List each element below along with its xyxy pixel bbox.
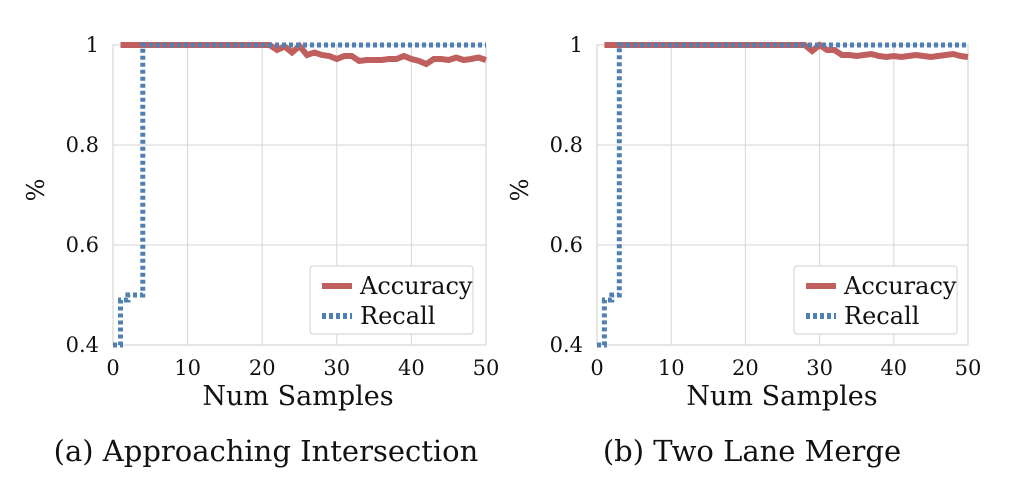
x-tick-label: 30 [806,356,833,380]
x-tick-label: 20 [732,356,759,380]
legend-label-recall: Recall [844,302,919,330]
y-tick-label: 0.8 [66,133,99,157]
legend-label-accuracy: Accuracy [843,272,957,300]
x-tick-labels: 0 10 20 30 40 50 [106,356,499,380]
x-tick-label: 40 [880,356,907,380]
legend-label-accuracy: Accuracy [359,272,473,300]
y-tick-label: 1 [86,33,99,57]
caption: (a) Approaching Intersection [54,434,479,468]
y-tick-label: 0.6 [550,233,583,257]
x-tick-label: 30 [323,356,350,380]
y-tick-label: 0.6 [66,233,99,257]
caption: (b) Two Lane Merge [603,434,901,468]
series-line-accuracy [604,41,969,61]
y-tick-label: 0.4 [550,333,583,357]
legend-label-recall: Recall [360,302,435,330]
y-tick-label: 0.8 [550,133,583,157]
x-tick-label: 50 [473,356,500,380]
x-axis-label: Num Samples [686,381,877,412]
x-tick-label: 10 [174,356,201,380]
legend: Accuracy Recall [309,265,474,335]
x-tick-label: 20 [249,356,276,380]
y-tick-labels: 0.4 0.6 0.8 1 [66,33,99,357]
x-tick-label: 0 [590,356,603,380]
series-line-recall [597,42,968,348]
y-tick-labels: 0.4 0.6 0.8 1 [550,33,583,357]
series-line-recall [113,42,486,348]
panel-approaching-intersection: 0.4 0.6 0.8 1 0 10 20 30 40 50 % Num Samples Acc… [22,33,499,468]
x-tick-label: 50 [955,356,982,380]
y-axis-label: % [22,179,50,202]
series-line-accuracy [120,41,487,68]
x-tick-labels: 0 10 20 30 40 50 [590,356,981,380]
y-tick-label: 0.4 [66,333,99,357]
y-axis-label: % [506,179,534,202]
series [597,41,969,348]
panel-two-lane-merge: 0.4 0.6 0.8 1 0 10 20 30 40 50 % Num Samples Acc… [506,33,981,468]
series [113,41,487,348]
x-axis-label: Num Samples [202,381,393,412]
y-tick-label: 1 [570,33,583,57]
legend: Accuracy Recall [793,265,958,335]
x-tick-label: 10 [658,356,685,380]
x-tick-label: 0 [106,356,119,380]
x-tick-label: 40 [398,356,425,380]
